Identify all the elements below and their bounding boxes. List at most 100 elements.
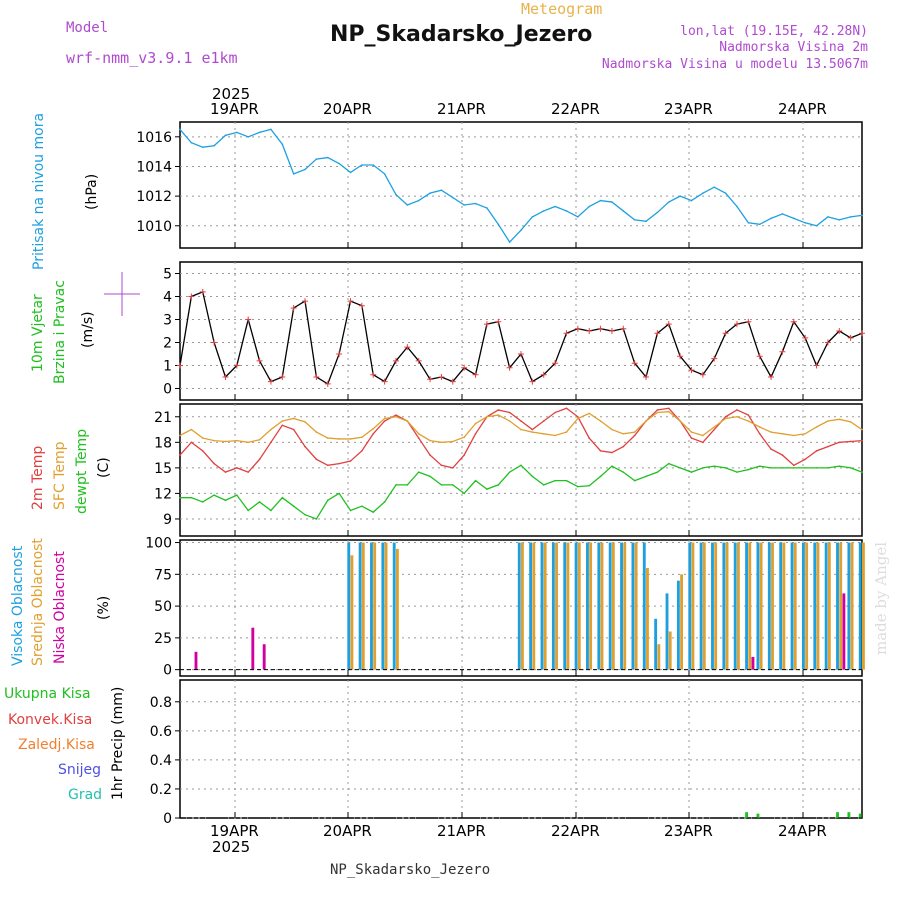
data-point-temperature — [577, 485, 579, 488]
data-point-pressure — [486, 207, 488, 209]
data-point-temperature — [213, 462, 215, 465]
data-point-temperature — [633, 434, 636, 437]
data-point-pressure — [429, 192, 431, 194]
data-point-pressure — [565, 210, 568, 212]
data-point-temperature — [474, 422, 477, 425]
bar-cloud-0 — [767, 542, 771, 670]
top-date-20APR: 20APR — [323, 100, 372, 118]
wind-point — [574, 325, 581, 332]
wind-point — [836, 328, 843, 334]
data-point-temperature — [440, 441, 443, 444]
data-point-temperature — [758, 465, 761, 467]
data-point-temperature — [508, 420, 511, 422]
bar-cloud-0 — [665, 593, 669, 670]
ytick-label-wind-0: 0 — [163, 382, 172, 398]
data-point-temperature — [349, 438, 352, 440]
data-point-pressure — [793, 217, 795, 220]
bar-cloud-0 — [858, 542, 862, 670]
data-point-temperature — [361, 436, 363, 439]
data-point-temperature — [667, 462, 670, 465]
footer-title: NP_Skadarsko_Jezero — [330, 862, 491, 878]
wind-point — [302, 298, 309, 305]
data-point-temperature — [281, 420, 284, 422]
wind-point — [540, 371, 547, 378]
wind-point — [199, 288, 206, 295]
ytick-label-pressure-1016: 1016 — [136, 130, 172, 146]
bar-cloud-0 — [642, 542, 646, 670]
data-point-temperature — [520, 420, 522, 422]
data-point-temperature — [213, 494, 215, 496]
data-point-temperature — [486, 488, 488, 490]
wind-point — [472, 371, 479, 378]
data-point-temperature — [747, 468, 750, 471]
data-point-temperature — [395, 414, 397, 416]
bar-cloud-1 — [555, 542, 558, 670]
data-point-temperature — [383, 420, 386, 422]
data-point-pressure — [554, 205, 556, 208]
data-point-temperature — [338, 492, 340, 495]
data-point-temperature — [463, 436, 465, 439]
bar-cloud-0 — [358, 542, 362, 670]
data-point-pressure — [531, 216, 534, 218]
data-point-temperature — [304, 445, 306, 448]
data-point-temperature — [724, 417, 727, 420]
wind-point — [347, 298, 354, 305]
legend-konvek: Konvek.Kisa — [8, 712, 93, 728]
bar-cloud-2 — [251, 627, 255, 670]
ytick-label-precip-0.6: 0.6 — [150, 724, 172, 740]
data-point-temperature — [542, 433, 545, 435]
data-point-temperature — [497, 414, 500, 416]
wind-point — [699, 371, 706, 378]
bar-cloud-1 — [384, 542, 388, 670]
data-point-temperature — [588, 484, 590, 487]
data-point-pressure — [758, 223, 761, 226]
data-point-temperature — [372, 427, 375, 430]
ytick-label-precip-0.8: 0.8 — [150, 695, 172, 711]
data-point-temperature — [326, 499, 329, 502]
bar-cloud-1 — [725, 542, 729, 670]
data-point-temperature — [770, 467, 772, 469]
wind-point — [279, 374, 286, 380]
data-point-temperature — [565, 431, 568, 433]
data-point-temperature — [815, 426, 818, 428]
data-point-temperature — [258, 458, 261, 461]
bar-cloud-0 — [347, 542, 351, 670]
data-point-pressure — [247, 136, 249, 138]
data-point-pressure — [417, 199, 420, 202]
bar-cloud-1 — [646, 567, 649, 670]
data-point-temperature — [361, 505, 363, 507]
wind-point — [529, 378, 536, 385]
bottom-date-22APR: 22APR — [551, 822, 600, 840]
data-point-temperature — [236, 439, 238, 442]
ytick-label-wind-3: 3 — [163, 313, 172, 329]
ytick-label-cloud-100: 100 — [145, 536, 172, 552]
data-point-temperature — [713, 426, 716, 428]
data-point-pressure — [508, 241, 511, 243]
data-point-temperature — [622, 445, 625, 448]
wind-point — [358, 302, 365, 309]
bar-cloud-0 — [836, 542, 839, 670]
bar-cloud-1 — [759, 542, 763, 670]
data-point-temperature — [349, 509, 352, 512]
bar-cloud-1 — [532, 542, 536, 670]
wind-point — [267, 378, 274, 385]
bar-cloud-1 — [350, 555, 354, 670]
bar-cloud-0 — [540, 542, 544, 670]
bar-cloud-0 — [597, 542, 601, 670]
data-point-temperature — [724, 467, 727, 469]
bar-cloud-2 — [842, 593, 846, 670]
data-point-temperature — [292, 428, 295, 431]
data-point-pressure — [861, 214, 863, 217]
data-point-pressure — [270, 128, 272, 131]
data-point-temperature — [179, 496, 181, 499]
bar-cloud-1 — [805, 542, 809, 670]
bar-cloud-1 — [691, 542, 695, 670]
data-point-temperature — [804, 458, 806, 461]
bar-cloud-1 — [850, 542, 854, 670]
data-point-temperature — [838, 441, 841, 444]
ytick-label-cloud-25: 25 — [154, 631, 172, 647]
bar-cloud-1 — [771, 542, 774, 670]
bar-cloud-0 — [699, 542, 703, 670]
wind-point — [324, 380, 331, 387]
